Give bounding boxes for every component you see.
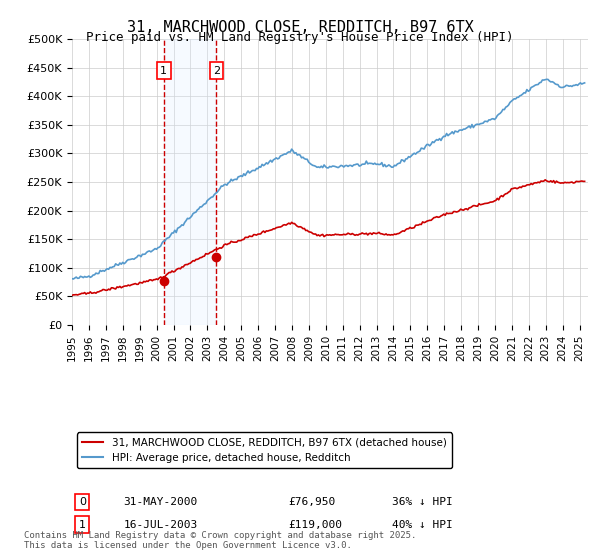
- Text: 31, MARCHWOOD CLOSE, REDDITCH, B97 6TX: 31, MARCHWOOD CLOSE, REDDITCH, B97 6TX: [127, 20, 473, 35]
- Text: 1: 1: [79, 520, 86, 530]
- Bar: [164, 39, 217, 325]
- Text: 1: 1: [160, 66, 167, 76]
- Text: £76,950: £76,950: [289, 497, 336, 507]
- Text: 40% ↓ HPI: 40% ↓ HPI: [392, 520, 452, 530]
- Text: 36% ↓ HPI: 36% ↓ HPI: [392, 497, 452, 507]
- Text: Price paid vs. HM Land Registry's House Price Index (HPI): Price paid vs. HM Land Registry's House …: [86, 31, 514, 44]
- Text: 0: 0: [79, 497, 86, 507]
- Legend: 31, MARCHWOOD CLOSE, REDDITCH, B97 6TX (detached house), HPI: Average price, det: 31, MARCHWOOD CLOSE, REDDITCH, B97 6TX (…: [77, 432, 452, 468]
- Text: 16-JUL-2003: 16-JUL-2003: [124, 520, 198, 530]
- Text: £119,000: £119,000: [289, 520, 343, 530]
- Text: Contains HM Land Registry data © Crown copyright and database right 2025.
This d: Contains HM Land Registry data © Crown c…: [24, 530, 416, 550]
- Text: 31-MAY-2000: 31-MAY-2000: [124, 497, 198, 507]
- Text: 2: 2: [213, 66, 220, 76]
